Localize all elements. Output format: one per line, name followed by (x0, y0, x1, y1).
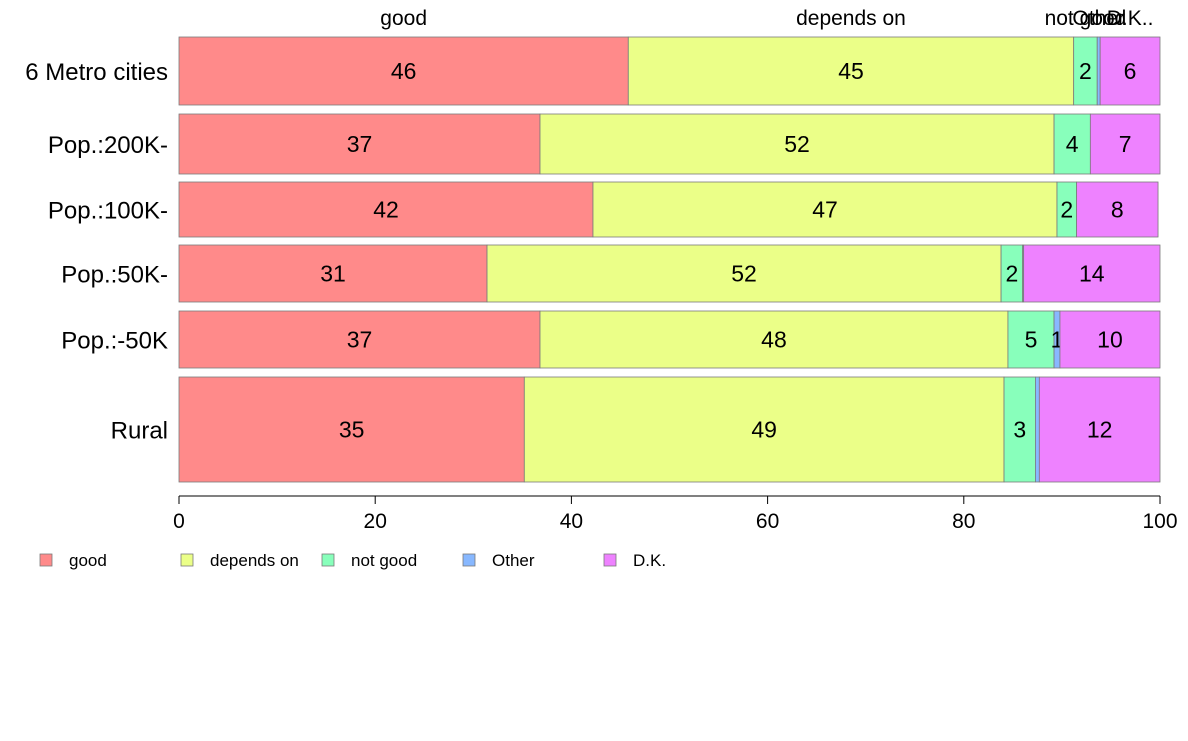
bar-rural-other (1035, 376, 1040, 483)
bar-rural-depends-on (523, 376, 1005, 483)
top-label-depends-on: depends on (796, 7, 906, 30)
data-label-rural-good: 35 (339, 417, 365, 443)
top-label-good: good (380, 7, 427, 30)
bar-pop-50k-depends-on (539, 310, 1009, 369)
data-label-6-metro-cities-depends-on: 45 (838, 58, 864, 84)
legend-label-d-k: D.K. (633, 551, 666, 570)
bar-pop-100k-good (178, 181, 594, 238)
bar-rural-d-k (1038, 376, 1161, 483)
bar-pop-50k-good (178, 310, 541, 369)
legend-label-not-good: not good (351, 551, 417, 570)
data-label-pop-100k-not-good: 2 (1060, 197, 1073, 223)
bar-pop-200k-d-k (1089, 113, 1161, 175)
legend-label-other: Other (492, 551, 535, 570)
data-label-pop-50k-good: 37 (347, 327, 373, 353)
data-label-pop-200k-depends-on: 52 (784, 131, 810, 157)
data-label-6-metro-cities-good: 46 (391, 58, 417, 84)
data-label-pop-100k-d-k: 8 (1111, 197, 1124, 223)
data-label-pop-200k-d-k: 7 (1119, 131, 1132, 157)
top-label-other: Other (1072, 7, 1125, 30)
data-label-pop-50k-depends-on: 48 (761, 327, 787, 353)
data-label-rural-depends-on: 49 (751, 417, 777, 443)
top-label-not-good: not good (1045, 7, 1127, 30)
data-label-pop-50k-good: 31 (320, 261, 346, 287)
legend-label-good: good (69, 551, 107, 570)
data-label-pop-50k-d-k: 10 (1097, 327, 1123, 353)
bar-pop-50k-depends-on (486, 244, 1002, 303)
x-tick-label-0: 0 (173, 510, 185, 533)
data-label-pop-200k-not-good: 4 (1066, 131, 1079, 157)
bar-pop-200k-depends-on (539, 113, 1055, 175)
data-label-6-metro-cities-d-k: 6 (1124, 58, 1137, 84)
legend-label-depends-on: depends on (210, 551, 299, 570)
data-label-pop-100k-depends-on: 47 (812, 197, 838, 223)
data-label-pop-50k-not-good: 5 (1025, 327, 1038, 353)
bar-6-metro-cities-good (178, 36, 629, 106)
bar-pop-100k-d-k (1076, 181, 1159, 238)
data-label-pop-100k-good: 42 (373, 197, 399, 223)
bar-6-metro-cities-d-k (1099, 36, 1161, 106)
legend-swatch-good (39, 553, 53, 567)
bar-pop-200k-not-good (1053, 113, 1091, 175)
data-label-6-metro-cities-not-good: 2 (1079, 58, 1092, 84)
legend-swatch-not-good (321, 553, 335, 567)
bar-rural-good (178, 376, 525, 483)
category-label-6-metro-cities: 6 Metro cities (25, 59, 168, 86)
x-tick-label-80: 80 (952, 510, 975, 533)
category-label-rural: Rural (111, 418, 168, 445)
category-label-pop-50k: Pop.:-50K (61, 328, 168, 355)
x-tick-label-20: 20 (364, 510, 387, 533)
data-label-pop-50k-depends-on: 52 (731, 261, 757, 287)
data-label-rural-not-good: 3 (1013, 417, 1026, 443)
category-label-pop-200k: Pop.:200K- (48, 132, 168, 159)
data-label-rural-d-k: 12 (1087, 417, 1113, 443)
bar-pop-100k-depends-on (592, 181, 1058, 238)
data-label-pop-200k-good: 37 (347, 131, 373, 157)
category-label-pop-50k: Pop.:50K- (61, 262, 168, 289)
category-label-pop-100k: Pop.:100K- (48, 198, 168, 225)
legend-swatch-d-k (603, 553, 617, 567)
bar-pop-50k-d-k (1023, 244, 1161, 303)
bar-pop-50k-not-good (1007, 310, 1055, 369)
top-label-d-k: D.K.. (1107, 7, 1154, 30)
bar-pop-50k-d-k (1059, 310, 1161, 369)
bar-6-metro-cities-other (1096, 36, 1101, 106)
legend-swatch-other (462, 553, 476, 567)
x-tick-label-100: 100 (1142, 510, 1177, 533)
x-tick-label-60: 60 (756, 510, 779, 533)
data-label-pop-50k-d-k: 14 (1079, 261, 1105, 287)
data-label-pop-50k-not-good: 2 (1005, 261, 1018, 287)
legend-swatch-depends-on (180, 553, 194, 567)
x-tick-label-40: 40 (560, 510, 583, 533)
